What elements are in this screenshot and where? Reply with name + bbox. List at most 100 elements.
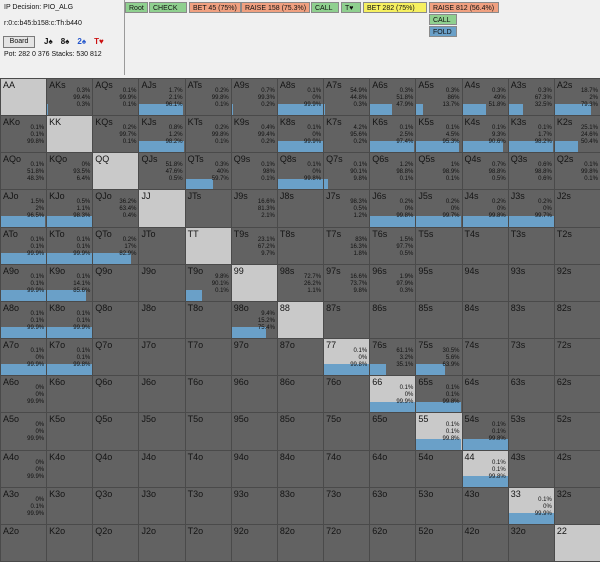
hand-cell-62o[interactable]: 62o — [369, 524, 416, 562]
hand-cell-52s[interactable]: 52s — [554, 412, 600, 450]
hand-cell-85s[interactable]: 85s — [415, 301, 462, 339]
hand-cell-t3s[interactable]: T3s — [508, 227, 555, 265]
hand-cell-54o[interactable]: 54o — [415, 450, 462, 488]
hand-cell-72s[interactable]: 72s — [554, 338, 600, 376]
hand-cell-43o[interactable]: 43o — [462, 487, 509, 525]
action-bet-282-75[interactable]: BET 282 (75%) — [363, 2, 427, 13]
hand-cell-q6o[interactable]: Q6o — [92, 375, 139, 413]
hand-cell-j6o[interactable]: J6o — [138, 375, 185, 413]
hand-cell-73o[interactable]: 73o — [323, 487, 370, 525]
hand-cell-j4o[interactable]: J4o — [138, 450, 185, 488]
action-raise-812-56-4[interactable]: RAISE 812 (56.4%) — [429, 2, 499, 13]
hand-cell-65o[interactable]: 65o — [369, 412, 416, 450]
hand-cell-j8o[interactable]: J8o — [138, 301, 185, 339]
hand-cell-jts[interactable]: JTs — [185, 189, 232, 227]
hand-cell-k2o[interactable]: K2o — [46, 524, 93, 562]
hand-cell-74o[interactable]: 74o — [323, 450, 370, 488]
hand-cell-73s[interactable]: 73s — [508, 338, 555, 376]
hand-cell-t4o[interactable]: T4o — [185, 450, 232, 488]
hand-cell-t5s[interactable]: T5s — [415, 227, 462, 265]
hand-cell-t4s[interactable]: T4s — [462, 227, 509, 265]
hand-cell-87s[interactable]: 87s — [323, 301, 370, 339]
hand-cell-q4o[interactable]: Q4o — [92, 450, 139, 488]
hand-cell-j9o[interactable]: J9o — [138, 264, 185, 302]
hand-cell-t6o[interactable]: T6o — [185, 375, 232, 413]
hand-cell-86o[interactable]: 86o — [277, 375, 324, 413]
hand-cell-87o[interactable]: 87o — [277, 338, 324, 376]
hand-cell-86s[interactable]: 86s — [369, 301, 416, 339]
hand-cell-53o[interactable]: 53o — [415, 487, 462, 525]
hand-cell-q5o[interactable]: Q5o — [92, 412, 139, 450]
hand-cell-43s[interactable]: 43s — [508, 450, 555, 488]
hand-cell-82o[interactable]: 82o — [277, 524, 324, 562]
hand-cell-93o[interactable]: 93o — [231, 487, 278, 525]
hand-cell-k3o[interactable]: K3o — [46, 487, 93, 525]
hand-cell-q8o[interactable]: Q8o — [92, 301, 139, 339]
hand-cell-jto[interactable]: JTo — [138, 227, 185, 265]
hand-cell-42s[interactable]: 42s — [554, 450, 600, 488]
hand-cell-q3o[interactable]: Q3o — [92, 487, 139, 525]
hand-cell-t2o[interactable]: T2o — [185, 524, 232, 562]
hand-cell-j2o[interactable]: J2o — [138, 524, 185, 562]
hand-cell-52o[interactable]: 52o — [415, 524, 462, 562]
hand-cell-k6o[interactable]: K6o — [46, 375, 93, 413]
hand-cell-83o[interactable]: 83o — [277, 487, 324, 525]
action-check[interactable]: CHECK — [149, 2, 187, 13]
hand-cell-j8s[interactable]: J8s — [277, 189, 324, 227]
hand-cell-95s[interactable]: 95s — [415, 264, 462, 302]
hand-cell-22[interactable]: 22 — [554, 524, 600, 562]
action-raise-158-75-3[interactable]: RAISE 158 (75.3%) — [241, 2, 310, 13]
hand-cell-kk[interactable]: KK — [46, 115, 93, 153]
hand-cell-k5o[interactable]: K5o — [46, 412, 93, 450]
hand-cell-tt[interactable]: TT — [185, 227, 232, 265]
hand-cell-93s[interactable]: 93s — [508, 264, 555, 302]
hand-cell-75o[interactable]: 75o — [323, 412, 370, 450]
action-call[interactable]: CALL — [429, 14, 457, 25]
hand-cell-j3o[interactable]: J3o — [138, 487, 185, 525]
hand-cell-q7o[interactable]: Q7o — [92, 338, 139, 376]
hand-cell-82s[interactable]: 82s — [554, 301, 600, 339]
hand-cell-t8s[interactable]: T8s — [277, 227, 324, 265]
hand-cell-32o[interactable]: 32o — [508, 524, 555, 562]
hand-cell-q2o[interactable]: Q2o — [92, 524, 139, 562]
hand-cell-76o[interactable]: 76o — [323, 375, 370, 413]
hand-cell-53s[interactable]: 53s — [508, 412, 555, 450]
